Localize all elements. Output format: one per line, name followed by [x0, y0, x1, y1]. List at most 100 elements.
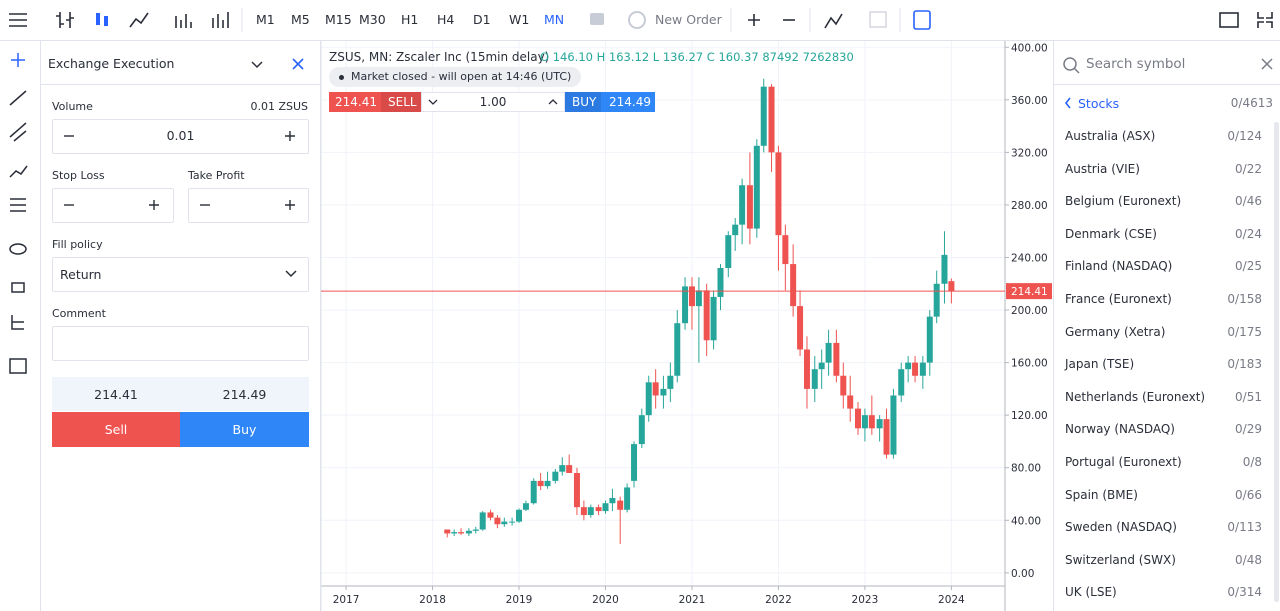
menu-icon[interactable]: [9, 13, 27, 27]
symbol-count: 0/22: [1235, 161, 1262, 176]
symbol-group[interactable]: Portugal (Euronext): [1065, 455, 1182, 469]
lock-tool[interactable]: [11, 282, 25, 293]
timeframe-button[interactable]: D1: [473, 12, 491, 27]
buy-quick-label: BUY: [572, 95, 597, 109]
fill-policy-select[interactable]: [52, 257, 309, 292]
candle-body: [479, 512, 486, 530]
timeframe-button[interactable]: M15: [325, 12, 352, 27]
new-order-button[interactable]: New Order: [655, 12, 722, 27]
symbol-count: 0/51: [1235, 389, 1262, 404]
timeframe-button[interactable]: M5: [291, 12, 310, 27]
scrollbar: [1274, 122, 1279, 602]
candle-body: [898, 369, 905, 396]
timeframe-button[interactable]: H4: [437, 12, 455, 27]
plus-button[interactable]: [285, 200, 295, 210]
candle-body: [652, 382, 659, 396]
trendline-tool[interactable]: [9, 90, 27, 106]
symbol-count: 0/46: [1235, 194, 1262, 209]
candle-body: [544, 480, 551, 487]
candle-body: [465, 530, 472, 534]
group-count: 0/4613: [1230, 96, 1273, 110]
x-tick-label: 2020: [592, 594, 619, 606]
timeframe-button[interactable]: MN: [544, 12, 565, 27]
symbol-group[interactable]: Spain (BME): [1065, 487, 1138, 502]
symbol-group[interactable]: Belgium (Euronext): [1065, 194, 1182, 209]
timeframe-button[interactable]: W1: [509, 12, 530, 27]
candle-body: [797, 306, 804, 350]
volume-icon[interactable]: [212, 12, 229, 28]
symbol-group[interactable]: Netherlands (Euronext): [1065, 389, 1206, 404]
symbol-group[interactable]: Germany (Xetra): [1065, 324, 1166, 339]
divider: [40, 41, 41, 611]
objects-tool[interactable]: [11, 315, 24, 330]
comment-input[interactable]: [52, 326, 309, 361]
sell-button[interactable]: Sell: [52, 412, 180, 447]
search-input[interactable]: Search symbol: [1086, 56, 1186, 72]
candles-icon[interactable]: [96, 13, 100, 25]
symbols-panel: [1053, 41, 1280, 611]
symbol-group[interactable]: Norway (NASDAQ): [1065, 422, 1175, 437]
screenshot-icon[interactable]: [1219, 12, 1239, 28]
candle-body: [948, 281, 955, 292]
buy-button[interactable]: Buy: [180, 412, 309, 447]
indicators-icon[interactable]: [824, 13, 843, 29]
symbol-group[interactable]: Finland (NASDAQ): [1065, 259, 1173, 274]
symbol-group[interactable]: Switzerland (SWX): [1065, 552, 1176, 567]
volume-input[interactable]: [52, 119, 309, 154]
close-icon[interactable]: [292, 58, 304, 70]
quantity-input[interactable]: [421, 92, 565, 112]
y-tick-label: 120.00: [1011, 410, 1048, 422]
timeframe-button[interactable]: M30: [359, 12, 386, 27]
histogram-icon[interactable]: [175, 14, 192, 28]
clear-icon[interactable]: [1261, 58, 1273, 70]
candle-body: [660, 388, 667, 396]
notes-icon[interactable]: [913, 10, 931, 30]
symbol-group[interactable]: Sweden (NASDAQ): [1065, 520, 1177, 535]
symbol-group[interactable]: Denmark (CSE): [1065, 226, 1157, 241]
visibility-tool[interactable]: [9, 243, 27, 255]
history-tool[interactable]: [9, 358, 27, 374]
plus-button[interactable]: [285, 131, 295, 141]
candle-body: [522, 503, 529, 510]
crosshair-tool[interactable]: [11, 53, 25, 67]
steppers: [64, 131, 295, 210]
zoom-in-icon[interactable]: [748, 14, 760, 26]
fullscreen-icon[interactable]: [1257, 12, 1273, 28]
symbol-group[interactable]: Japan (TSE): [1065, 357, 1135, 372]
path-tool[interactable]: [9, 165, 28, 178]
channel-tool[interactable]: [9, 122, 27, 142]
back-icon[interactable]: [1064, 97, 1071, 109]
candle-body: [602, 503, 609, 512]
candle-body: [854, 408, 861, 429]
candle-body: [775, 152, 782, 236]
symbol-group[interactable]: UK (LSE): [1065, 585, 1117, 600]
new-order-icon[interactable]: [628, 11, 646, 29]
candle-body: [818, 362, 825, 370]
calendar-icon[interactable]: [869, 11, 887, 28]
candle-body: [941, 254, 948, 284]
timeframe-button[interactable]: M1: [256, 12, 275, 27]
candle-body: [782, 235, 789, 265]
symbol-group[interactable]: France (Euronext): [1065, 292, 1172, 306]
candle-body: [926, 316, 933, 363]
x-tick-label: 2022: [765, 594, 792, 606]
y-tick-label: 160.00: [1011, 358, 1048, 370]
volume-unit: 0.01 ZSUS: [250, 100, 308, 113]
fibonacci-tool[interactable]: [10, 198, 26, 212]
candle-body: [919, 362, 926, 376]
candle-body: [624, 487, 631, 510]
bars-icon[interactable]: [56, 12, 74, 28]
one-click-icon[interactable]: [590, 13, 604, 25]
symbol-count: 0/25: [1235, 259, 1262, 274]
group-name[interactable]: Stocks: [1078, 96, 1120, 111]
symbol-group[interactable]: Australia (ASX): [1065, 129, 1156, 143]
x-tick-label: 2017: [333, 594, 360, 606]
timeframe-button[interactable]: H1: [401, 12, 419, 27]
symbol-group[interactable]: Austria (VIE): [1065, 161, 1140, 176]
line-icon[interactable]: [129, 12, 149, 28]
y-tick-label: 320.00: [1011, 147, 1048, 159]
collapse-icon[interactable]: [251, 61, 263, 69]
symbol-count: 0/29: [1235, 422, 1262, 437]
plus-button[interactable]: [149, 200, 159, 210]
